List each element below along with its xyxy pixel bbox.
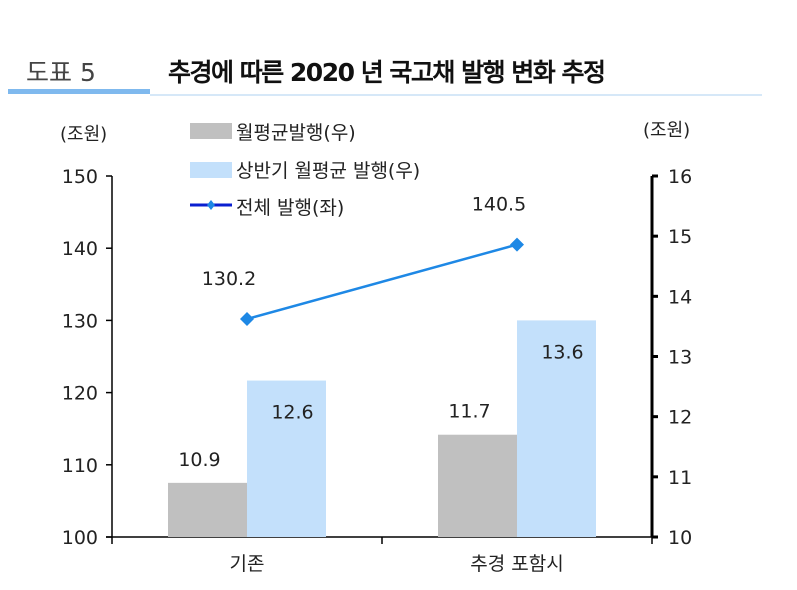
right-axis-unit: (조원) bbox=[643, 120, 690, 141]
chart-title: 추경에 따른 2020 년 국고채 발행 변화 추정 bbox=[168, 58, 605, 87]
bar-h1-monthly-avg bbox=[517, 320, 596, 537]
left-axis-unit: (조원) bbox=[60, 124, 107, 145]
bar-monthly-avg bbox=[438, 434, 517, 537]
right-tick-label: 16 bbox=[668, 166, 692, 188]
left-tick-label: 110 bbox=[62, 455, 98, 477]
figure-label: 도표 5 bbox=[26, 58, 96, 87]
legend-marker bbox=[207, 200, 215, 210]
bar-h1-monthly-avg bbox=[247, 380, 326, 537]
left-tick-label: 120 bbox=[62, 383, 98, 405]
bar-value-label: 11.7 bbox=[448, 401, 490, 423]
left-tick-label: 130 bbox=[62, 310, 98, 332]
bars bbox=[168, 320, 596, 537]
right-tick-label: 11 bbox=[668, 467, 692, 489]
legend-swatch-lightblue bbox=[190, 162, 232, 178]
header-rule bbox=[150, 94, 762, 96]
right-tick-label: 12 bbox=[668, 407, 692, 429]
bar-value-label: 13.6 bbox=[541, 341, 583, 363]
bar-value-label: 10.9 bbox=[178, 449, 220, 471]
right-tick-label: 13 bbox=[668, 347, 692, 369]
legend-label: 전체 발행(좌) bbox=[236, 197, 344, 219]
legend-swatch-gray bbox=[190, 123, 232, 139]
line-marker bbox=[510, 237, 524, 252]
axes: 100 110 120 130 140 150 10 11 12 13 14 15 16 기존 추경 포함시 bbox=[62, 166, 692, 575]
x-tick-label: 기존 bbox=[230, 553, 265, 575]
left-tick-label: 140 bbox=[62, 238, 98, 260]
total-issuance-line bbox=[246, 243, 518, 321]
legend-label: 월평균발행(우) bbox=[236, 122, 356, 144]
right-tick-label: 14 bbox=[668, 286, 692, 308]
bar-value-label: 12.6 bbox=[271, 402, 313, 424]
right-tick-label: 10 bbox=[668, 527, 692, 549]
header-accent-bar bbox=[8, 89, 150, 94]
right-tick-label: 15 bbox=[668, 226, 692, 248]
line-value-label: 140.5 bbox=[472, 194, 526, 216]
line-marker bbox=[240, 311, 254, 326]
bar-monthly-avg bbox=[168, 482, 247, 537]
data-labels: 10.9 11.7 12.6 13.6 130.2 140.5 bbox=[178, 194, 583, 471]
left-tick-label: 100 bbox=[62, 527, 98, 549]
line-series bbox=[240, 237, 524, 326]
legend-label: 상반기 월평균 발행(우) bbox=[236, 160, 420, 182]
line-value-label: 130.2 bbox=[202, 268, 256, 290]
left-tick-label: 150 bbox=[62, 166, 98, 188]
x-tick-label: 추경 포함시 bbox=[470, 553, 563, 575]
legend: 월평균발행(우) 상반기 월평균 발행(우) 전체 발행(좌) bbox=[190, 122, 420, 219]
